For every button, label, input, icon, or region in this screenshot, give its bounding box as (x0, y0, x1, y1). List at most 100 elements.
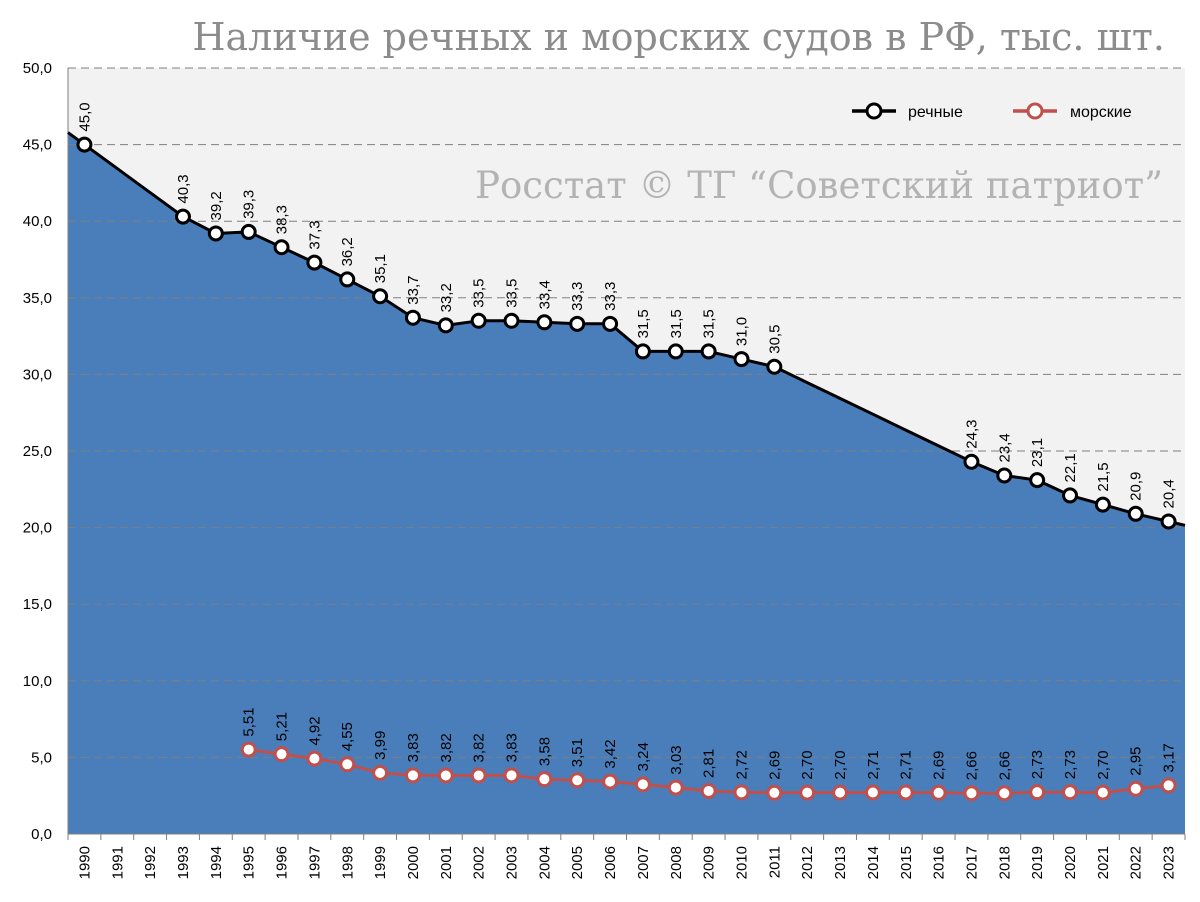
legend-marker-sea (1026, 102, 1044, 120)
x-tick-label: 1992 (142, 846, 159, 879)
river-point (1029, 472, 1046, 489)
x-tick-label: 2010 (733, 846, 750, 879)
y-tick-label: 50,0 (23, 60, 52, 77)
y-tick-label: 10,0 (23, 673, 52, 690)
sea-data-label: 2,66 (996, 751, 1013, 780)
sea-point (766, 784, 783, 801)
sea-point (897, 784, 914, 801)
sea-point (1160, 777, 1177, 794)
river-data-label: 33,7 (405, 276, 422, 305)
river-data-label: 31,5 (668, 309, 685, 338)
x-tick-label: 2011 (766, 846, 783, 878)
series-layer (67, 131, 1186, 802)
river-data-label: 39,2 (208, 191, 225, 220)
river-point (240, 223, 257, 240)
y-tick-label: 40,0 (23, 213, 52, 230)
river-data-label: 20,9 (1128, 472, 1145, 501)
x-tick-label: 2003 (504, 846, 521, 879)
sea-point (273, 746, 290, 763)
river-point (306, 254, 323, 271)
river-point (1062, 487, 1079, 504)
x-tick-label: 2013 (832, 846, 849, 879)
sea-point (470, 767, 487, 784)
sea-data-label: 2,95 (1128, 747, 1145, 776)
sea-data-label: 3,83 (405, 733, 422, 762)
x-tick-label: 2005 (569, 846, 586, 879)
sea-data-label: 5,51 (241, 707, 258, 736)
sea-point (963, 785, 980, 802)
sea-point (733, 784, 750, 801)
river-data-label: 35,1 (372, 254, 389, 283)
x-tick-label: 2012 (799, 846, 816, 879)
river-data-label: 40,3 (175, 174, 192, 203)
sea-data-label: 2,72 (733, 750, 750, 779)
y-tick-label: 25,0 (23, 443, 52, 460)
grid-layer (68, 67, 1185, 758)
x-tick-label: 2006 (602, 846, 619, 879)
legend-label-river: речные (908, 104, 963, 121)
sea-point (404, 767, 421, 784)
sea-data-label: 2,69 (766, 751, 783, 780)
sea-point (602, 773, 619, 790)
river-point (536, 314, 553, 331)
river-data-label: 23,1 (1029, 438, 1046, 467)
river-data-label: 33,4 (536, 280, 553, 309)
sea-data-label: 3,58 (536, 737, 553, 766)
x-tick-label: 2016 (931, 846, 948, 879)
sea-data-label: 3,82 (438, 733, 455, 762)
sea-point (634, 776, 651, 793)
sea-data-label: 3,83 (504, 733, 521, 762)
sea-data-label: 3,03 (668, 745, 685, 774)
river-point (339, 271, 356, 288)
river-point (273, 239, 290, 256)
river-data-label: 31,0 (733, 317, 750, 346)
area-layer (68, 132, 1185, 835)
y-tick-label: 0,0 (31, 826, 52, 843)
x-tick-label: 1999 (372, 846, 389, 879)
river-point (602, 315, 619, 332)
river-point (1094, 496, 1111, 513)
river-point (634, 343, 651, 360)
river-data-label: 33,2 (438, 283, 455, 312)
river-data-label: 33,5 (471, 279, 488, 308)
legend-label-sea: морские (1070, 104, 1132, 121)
x-tick-label: 1996 (274, 846, 291, 879)
sea-data-label: 3,17 (1161, 743, 1178, 772)
sea-data-label: 2,71 (865, 750, 882, 779)
sea-data-label: 2,70 (799, 750, 816, 779)
y-tick-label: 35,0 (23, 290, 52, 307)
river-point (1160, 513, 1177, 530)
x-tick-label: 2007 (635, 846, 652, 879)
sea-data-label: 5,21 (274, 712, 291, 741)
sea-data-label: 4,92 (306, 716, 323, 745)
river-point (700, 343, 717, 360)
x-tick-label: 1995 (241, 846, 258, 879)
sea-data-label: 2,69 (931, 751, 948, 780)
sea-data-label: 2,70 (832, 750, 849, 779)
sea-data-label: 2,81 (701, 749, 718, 778)
river-point (733, 351, 750, 368)
label-layer: 45,0 40,3 39,2 39,3 38,3 37,3 36,2 35,1 33,7 33,2… (76, 102, 1177, 780)
sea-point (799, 784, 816, 801)
river-data-label: 33,3 (569, 282, 586, 311)
river-point (174, 208, 191, 225)
sea-data-label: 3,24 (635, 742, 652, 771)
sea-point (996, 785, 1013, 802)
river-data-label: 30,5 (766, 325, 783, 354)
watermark: Росстат © ТГ “Советский патриот” (475, 164, 1163, 207)
sea-point (1094, 784, 1111, 801)
river-data-label: 31,5 (635, 309, 652, 338)
x-tick-label: 1990 (76, 846, 93, 879)
sea-point (1029, 784, 1046, 801)
river-area (68, 132, 1185, 835)
sea-data-label: 3,51 (569, 738, 586, 767)
sea-point (372, 764, 389, 781)
river-data-label: 36,2 (339, 237, 356, 266)
river-point (372, 288, 389, 305)
x-tick-label: 2009 (701, 846, 718, 879)
river-point (1127, 505, 1144, 522)
river-point (76, 136, 93, 153)
y-tick-label: 5,0 (31, 749, 52, 766)
